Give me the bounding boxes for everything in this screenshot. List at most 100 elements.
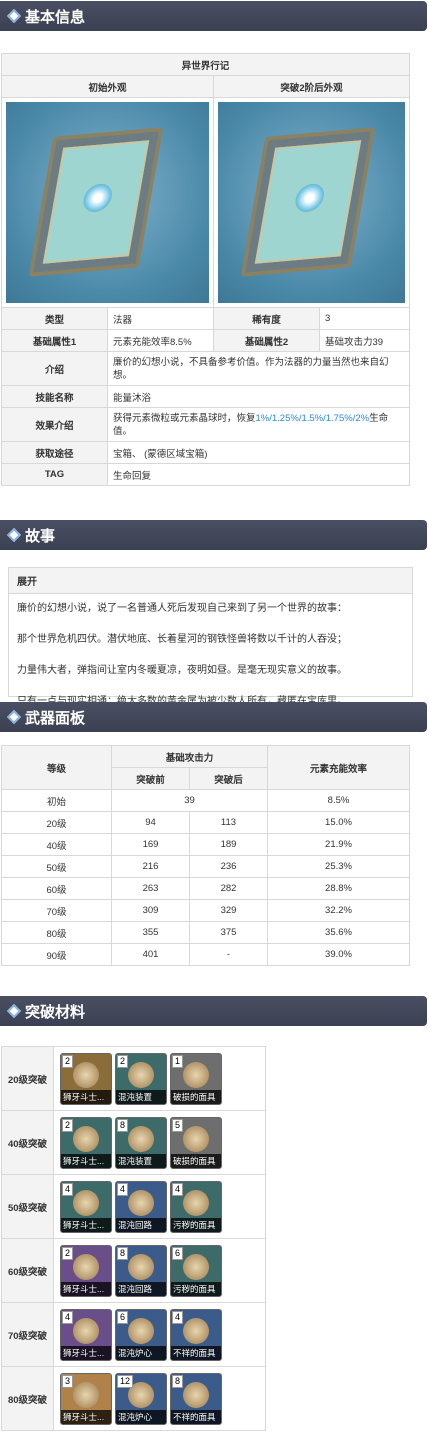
material-item[interactable]: 4 狮牙斗士...	[60, 1308, 112, 1361]
material-icon	[183, 1189, 209, 1216]
table-row: 50级 216 236 25.3%	[1, 855, 410, 878]
material-item[interactable]: 6 混沌炉心	[115, 1308, 167, 1361]
material-name: 混沌回路	[116, 1281, 166, 1296]
cell-er: 32.2%	[267, 899, 410, 922]
material-count: 1	[172, 1054, 184, 1068]
material-name: 不祥的面具	[171, 1345, 221, 1360]
story-para: 廉价的幻想小说，说了一名普通人死后发现自己来到了另一个世界的故事：	[17, 603, 347, 614]
cell-level: 80级	[1, 921, 112, 944]
stat2-label: 基础属性2	[213, 329, 320, 352]
material-name: 破损的面具	[171, 1089, 221, 1104]
cell-level: 90级	[1, 943, 112, 966]
tag-label: TAG	[1, 463, 108, 486]
material-item[interactable]: 1 破损的面具	[170, 1052, 222, 1105]
material-name: 狮牙斗士...	[61, 1217, 111, 1232]
tag-value: 生命回复	[107, 463, 410, 486]
cell-before: 263	[111, 877, 190, 900]
effect-link[interactable]: 1%/1.25%/1.5%/1.75%/2%	[255, 412, 370, 424]
material-count: 6	[172, 1246, 184, 1260]
material-item[interactable]: 2 狮牙斗士...	[60, 1244, 112, 1297]
material-icon	[183, 1125, 209, 1152]
type-label: 类型	[1, 307, 108, 330]
material-item[interactable]: 4 污秽的面具	[170, 1180, 222, 1233]
ascension-row: 40级突破 2 狮牙斗士... 8 混沌装置 5 破损的面具	[1, 1110, 266, 1175]
material-icon	[73, 1125, 99, 1152]
cell-after: 282	[189, 877, 268, 900]
type-value: 法器	[107, 307, 214, 330]
section-header-ascend: 突破材料	[0, 996, 427, 1026]
ascension-row: 70级突破 4 狮牙斗士... 6 混沌炉心 4 不祥的面具	[1, 1302, 266, 1367]
material-icon	[73, 1381, 99, 1408]
material-icon	[128, 1317, 154, 1344]
section-header-panel: 武器面板	[0, 702, 427, 732]
cell-after: 113	[189, 811, 268, 834]
material-item[interactable]: 8 混沌回路	[115, 1244, 167, 1297]
material-item[interactable]: 6 污秽的面具	[170, 1244, 222, 1297]
cell-level: 50级	[1, 855, 112, 878]
material-item[interactable]: 2 狮牙斗士...	[60, 1052, 112, 1105]
material-icon	[73, 1061, 99, 1088]
material-name: 狮牙斗士...	[61, 1345, 111, 1360]
material-count: 2	[62, 1246, 74, 1260]
material-icon	[128, 1061, 154, 1088]
effect-label: 效果介绍	[1, 407, 108, 442]
header-after: 突破后	[189, 767, 268, 790]
intro-value: 廉价的幻想小说，不具备参考价值。作为法器的力量当然也来自幻想。	[107, 351, 410, 386]
ascension-level: 70级突破	[1, 1302, 54, 1367]
material-name: 混沌装置	[116, 1089, 166, 1104]
material-item[interactable]: 2 狮牙斗士...	[60, 1116, 112, 1169]
material-count: 6	[117, 1310, 129, 1324]
section-header-story: 故事	[0, 520, 427, 550]
material-count: 8	[117, 1118, 129, 1132]
material-icon	[183, 1061, 209, 1088]
material-name: 混沌装置	[116, 1153, 166, 1168]
initial-image	[1, 97, 214, 308]
material-count: 4	[117, 1182, 129, 1196]
material-count: 4	[172, 1310, 184, 1324]
ascension-level: 20级突破	[1, 1046, 54, 1111]
table-row: 20级 94 113 15.0%	[1, 811, 410, 834]
material-count: 4	[62, 1182, 74, 1196]
material-icon	[183, 1381, 209, 1408]
material-count: 2	[62, 1054, 74, 1068]
cell-er: 21.9%	[267, 833, 410, 856]
weapon-name: 异世界行记	[1, 53, 410, 76]
story-toggle[interactable]: 展开	[9, 568, 412, 594]
material-icon	[183, 1253, 209, 1280]
cell-before: 169	[111, 833, 190, 856]
table-row: 80级 355 375 35.6%	[1, 921, 410, 944]
material-count: 3	[62, 1374, 74, 1388]
material-icon	[73, 1253, 99, 1280]
table-row: 70级 309 329 32.2%	[1, 899, 410, 922]
cell-after: 375	[189, 921, 268, 944]
story-para: 只有一点与现实相通：绝大多数的黄金属为被少数人所有，藏匿在宝库里。	[9, 687, 412, 718]
material-item[interactable]: 3 狮牙斗士...	[60, 1372, 112, 1425]
material-name: 不祥的面具	[171, 1409, 221, 1424]
table-row: 90级 401-39.0%	[1, 943, 410, 966]
material-item[interactable]: 4 狮牙斗士...	[60, 1180, 112, 1233]
cell-level: 40级	[1, 833, 112, 856]
material-item[interactable]: 8 不祥的面具	[170, 1372, 222, 1425]
cell-before: 94	[111, 811, 190, 834]
source-value: 宝箱、 (蒙德区域宝箱)	[107, 441, 410, 464]
ascension-row: 80级突破 3 狮牙斗士... 12 混沌炉心 8 不祥的面具	[1, 1366, 266, 1431]
cell-after: 189	[189, 833, 268, 856]
cell-before: 216	[111, 855, 190, 878]
material-icon	[73, 1189, 99, 1216]
cell-after: -	[189, 943, 268, 966]
material-item[interactable]: 5 破损的面具	[170, 1116, 222, 1169]
material-count: 2	[117, 1054, 129, 1068]
material-item[interactable]: 4 混沌回路	[115, 1180, 167, 1233]
material-item[interactable]: 8 混沌装置	[115, 1116, 167, 1169]
initial-look-label: 初始外观	[1, 75, 214, 98]
source-label: 获取途径	[1, 441, 108, 464]
cell-er: 25.3%	[267, 855, 410, 878]
ascension-row: 20级突破 2 狮牙斗士... 2 混沌装置 1 破损的面具	[1, 1046, 266, 1111]
material-item[interactable]: 2 混沌装置	[115, 1052, 167, 1105]
cell-level: 70级	[1, 899, 112, 922]
header-level: 等级	[1, 745, 112, 790]
material-item[interactable]: 12 混沌炉心	[115, 1372, 167, 1425]
material-name: 狮牙斗士...	[61, 1153, 111, 1168]
material-item[interactable]: 4 不祥的面具	[170, 1308, 222, 1361]
story-para: 那个世界危机四伏。潜伏地底、长着星河的钢铁怪兽将数以千计的人吞没；	[17, 634, 347, 645]
